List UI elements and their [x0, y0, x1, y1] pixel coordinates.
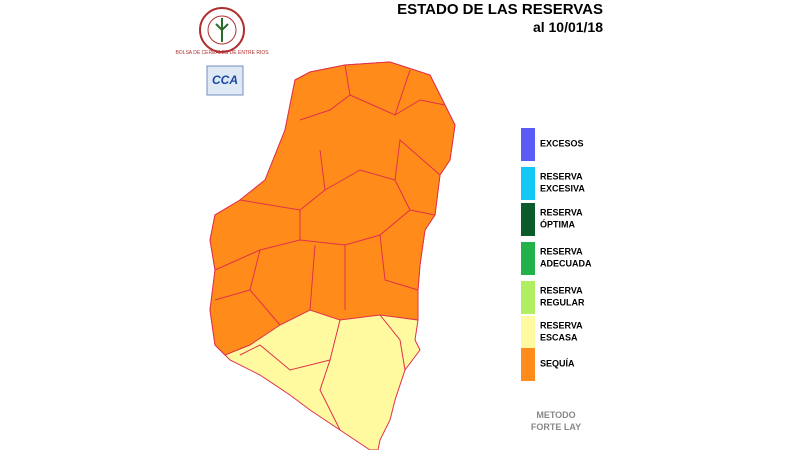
- province-map: [209, 61, 456, 450]
- legend-label: RESERVA: [540, 246, 583, 256]
- legend-label: RESERVA: [540, 171, 583, 181]
- legend-label: SEQUÍA: [540, 358, 575, 368]
- legend-label: EXCESIVA: [540, 183, 585, 193]
- method-note: METODO FORTE LAY: [531, 410, 581, 432]
- department-borders: [214, 64, 446, 431]
- legend-swatch: [521, 242, 535, 275]
- title: ESTADO DE LAS RESERVAS: [397, 1, 603, 18]
- legend-label: EXCESOS: [540, 138, 584, 148]
- legend-label: RESERVA: [540, 285, 583, 295]
- legend: EXCESOSRESERVAEXCESIVARESERVAÓPTIMARESER…: [521, 128, 592, 381]
- legend-label: RESERVA: [540, 207, 583, 217]
- legend-swatch: [521, 281, 535, 314]
- legend-swatch: [521, 203, 535, 236]
- legend-label: RESERVA: [540, 320, 583, 330]
- bolsa-logo: BOLSA DE CEREALES DE ENTRE RIOS: [175, 7, 269, 56]
- date: al 10/01/18: [533, 19, 603, 35]
- method-line: METODO: [536, 410, 575, 420]
- legend-swatch: [521, 167, 535, 200]
- legend-label: ADECUADA: [540, 258, 592, 268]
- cca-logo: CCA: [206, 65, 244, 96]
- legend-label: ÓPTIMA: [540, 218, 575, 229]
- bolsa-label: BOLSA DE CEREALES DE ENTRE RIOS: [175, 50, 269, 56]
- legend-label: REGULAR: [540, 297, 585, 307]
- legend-swatch: [521, 128, 535, 161]
- legend-swatch: [521, 348, 535, 381]
- method-line: FORTE LAY: [531, 422, 581, 432]
- legend-label: ESCASA: [540, 332, 578, 342]
- cca-label: CCA: [212, 73, 238, 87]
- legend-swatch: [521, 316, 535, 349]
